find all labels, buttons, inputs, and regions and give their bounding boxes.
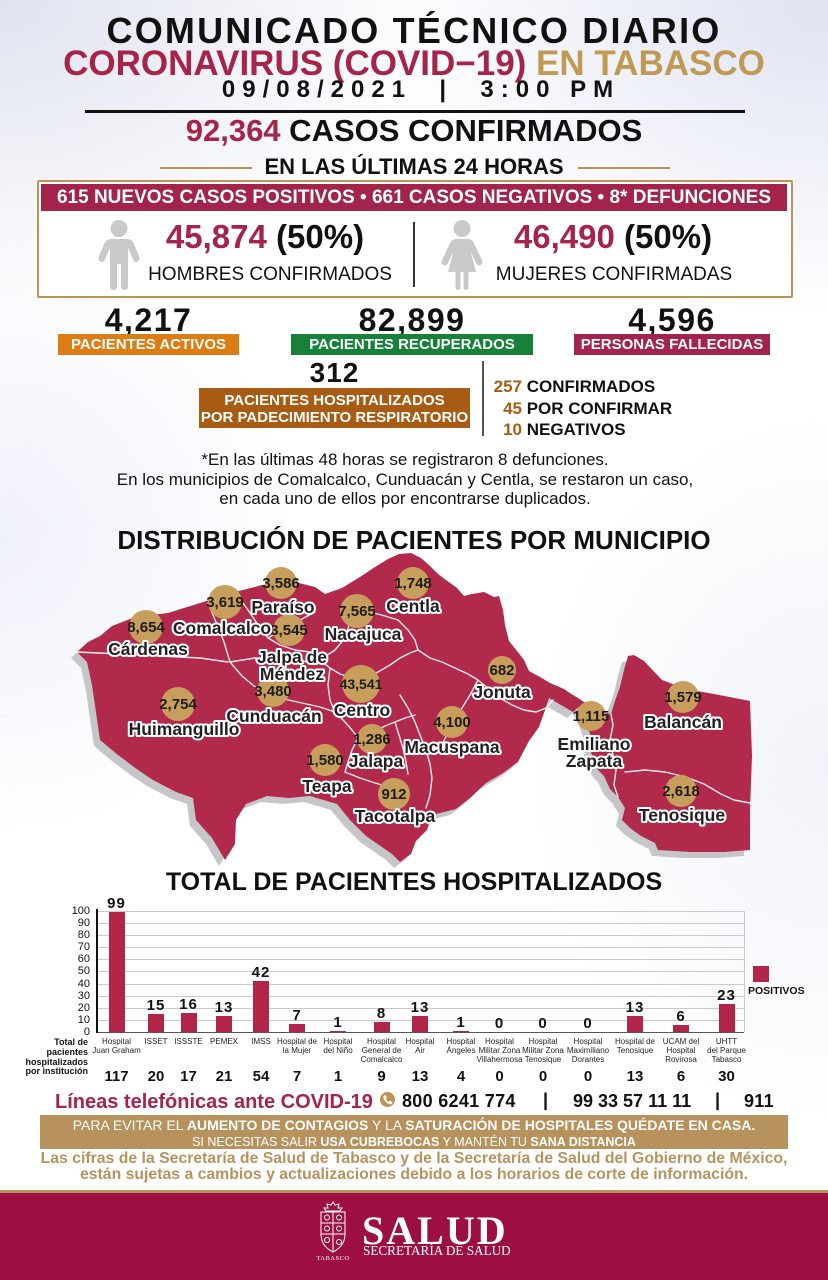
svg-text:3,586: 3,586 xyxy=(262,575,300,592)
svg-text:Centro: Centro xyxy=(334,700,390,720)
svg-text:Balancán: Balancán xyxy=(644,712,722,732)
svg-text:Centla: Centla xyxy=(386,596,440,616)
svg-text:TABASCO: TABASCO xyxy=(316,1255,349,1262)
svg-text:912: 912 xyxy=(381,786,406,803)
svg-text:Paraíso: Paraíso xyxy=(251,597,314,617)
svg-text:Huimanguillo: Huimanguillo xyxy=(129,719,240,739)
svg-text:Jonuta: Jonuta xyxy=(473,682,531,702)
svg-text:Teapa: Teapa xyxy=(302,776,352,796)
svg-text:3,545: 3,545 xyxy=(270,622,308,639)
svg-text:2,618: 2,618 xyxy=(662,783,700,800)
svg-text:Nacajuca: Nacajuca xyxy=(325,624,402,644)
svg-text:Zapata: Zapata xyxy=(566,751,623,771)
svg-text:43,541: 43,541 xyxy=(340,676,383,692)
svg-text:Cunduacán: Cunduacán xyxy=(226,706,321,726)
svg-text:Cárdenas: Cárdenas xyxy=(108,639,188,659)
svg-text:1,579: 1,579 xyxy=(664,689,702,706)
svg-text:3,619: 3,619 xyxy=(206,594,244,611)
svg-text:4,100: 4,100 xyxy=(433,714,471,731)
svg-text:1,748: 1,748 xyxy=(394,575,432,592)
svg-text:1,286: 1,286 xyxy=(353,731,391,748)
svg-text:3,480: 3,480 xyxy=(254,683,292,700)
svg-text:682: 682 xyxy=(489,662,514,679)
svg-text:Tacotalpa: Tacotalpa xyxy=(355,806,436,826)
svg-text:2,754: 2,754 xyxy=(159,696,197,713)
svg-text:1,115: 1,115 xyxy=(573,708,610,725)
svg-text:1,580: 1,580 xyxy=(306,752,344,769)
svg-text:Comalcalco: Comalcalco xyxy=(173,618,271,638)
svg-text:Emiliano: Emiliano xyxy=(558,734,631,754)
svg-text:Méndez: Méndez xyxy=(260,664,324,684)
svg-text:Macuspana: Macuspana xyxy=(404,737,500,757)
svg-text:8,654: 8,654 xyxy=(127,619,165,636)
svg-text:7,565: 7,565 xyxy=(338,603,376,620)
svg-text:Jalpa de: Jalpa de xyxy=(257,647,327,667)
svg-text:Tenosique: Tenosique xyxy=(639,805,725,825)
svg-text:Jalapa: Jalapa xyxy=(349,751,404,771)
